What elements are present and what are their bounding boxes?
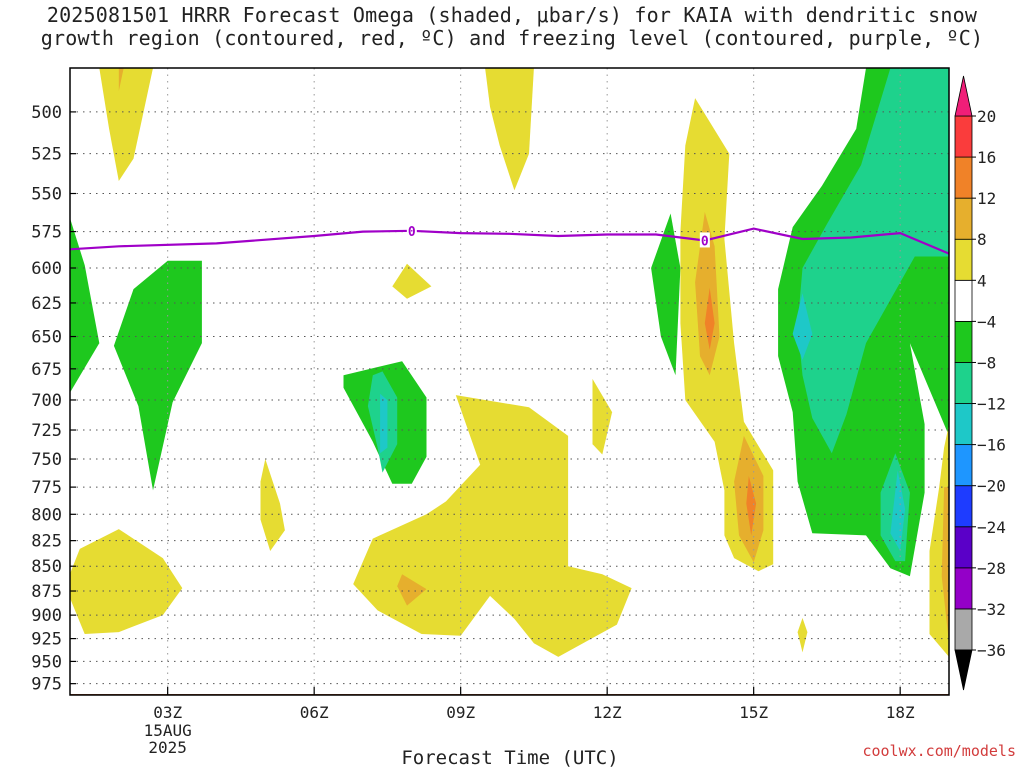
colorbar-label: −32 <box>977 600 1006 619</box>
y-tick-label: 875 <box>31 582 62 602</box>
colorbar-box--16 <box>954 403 973 446</box>
grid-lines <box>70 68 949 695</box>
omega-region-1 <box>118 68 124 92</box>
colorbar-label: −36 <box>977 641 1006 660</box>
omega-region-10 <box>485 68 534 191</box>
freezing-label-bg-1 <box>699 232 710 248</box>
y-axis: 500 525 550 575 600 625 650 675 700 725 750 775 800 8… <box>31 103 76 695</box>
y-tick-label: 775 <box>31 478 62 498</box>
y-tick-label: 825 <box>31 532 62 552</box>
y-tick-label: 675 <box>31 360 62 380</box>
colorbar-box--20 <box>954 444 973 487</box>
colorbar-box--28 <box>954 526 973 569</box>
omega-region-17 <box>704 287 715 350</box>
x-tick-label: 18Z <box>886 703 915 722</box>
omega-region-3 <box>113 260 202 491</box>
colorbar-box--4 <box>954 279 973 322</box>
y-tick-label: 975 <box>31 675 62 695</box>
colorbar-box--36 <box>954 608 973 651</box>
colorbar-label: −20 <box>977 477 1006 496</box>
omega-region-16 <box>695 212 720 376</box>
omega-region-25 <box>929 424 949 657</box>
y-tick-label: 625 <box>31 294 62 314</box>
x-tick-label: 03Z <box>153 703 182 722</box>
colorbar-under-triangle <box>954 649 973 691</box>
y-tick-label: 750 <box>31 450 62 470</box>
y-tick-label: 950 <box>31 652 62 672</box>
y-tick-label: 925 <box>31 630 62 650</box>
colorbar-box-16 <box>954 115 973 158</box>
y-tick-label: 525 <box>31 145 62 165</box>
colorbar-box--24 <box>954 485 973 528</box>
colorbar-box--8 <box>954 320 973 363</box>
y-tick-label: 700 <box>31 391 62 411</box>
freezing-level-line <box>69 227 950 255</box>
freezing-level-label: 0 <box>408 225 416 240</box>
colorbar-box-12 <box>954 156 973 199</box>
x-tick-date-label: 2025 <box>148 738 187 757</box>
x-tick-label: 15Z <box>739 703 768 722</box>
colorbar-label: −8 <box>977 353 996 372</box>
x-tick-label: 09Z <box>446 703 475 722</box>
omega-region-8 <box>380 393 388 454</box>
colorbar-label: 16 <box>977 148 996 167</box>
omega-region-5 <box>260 459 285 551</box>
colorbar-box-8 <box>954 197 973 240</box>
freezing-label-bg-0 <box>406 222 417 238</box>
colorbar-label: −16 <box>977 436 1006 455</box>
omega-region-22 <box>792 293 813 360</box>
omega-region-12 <box>397 574 427 606</box>
colorbar: −36 −32 −28 −24 −20 −16 −12 −8 −4 4 8 12 16 20 <box>954 75 1006 691</box>
colorbar-label: −12 <box>977 395 1006 414</box>
colorbar-label: −24 <box>977 518 1006 537</box>
colorbar-label: −4 <box>977 312 996 331</box>
x-tick-label: 06Z <box>300 703 329 722</box>
y-tick-label: 575 <box>31 223 62 243</box>
omega-region-2 <box>70 218 100 393</box>
y-tick-label: 600 <box>31 259 62 279</box>
y-tick-label: 800 <box>31 505 62 525</box>
freezing-level-label: 0 <box>701 234 709 249</box>
x-axis-label: Forecast Time (UTC) <box>401 747 618 768</box>
colorbar-box--12 <box>954 362 973 404</box>
colorbar-box-4 <box>954 238 973 281</box>
omega-region-13 <box>592 378 613 455</box>
colorbar-box--32 <box>954 567 973 610</box>
omega-region-0 <box>99 68 153 181</box>
colorbar-label: 8 <box>977 230 987 249</box>
colorbar-label: 20 <box>977 107 996 126</box>
plot-frame <box>69 67 950 696</box>
chart-title: 2025081501 HRRR Forecast Omega (shaded, … <box>0 4 1024 50</box>
y-tick-label: 550 <box>31 185 62 205</box>
colorbar-over-triangle <box>954 75 973 117</box>
omega-region-4 <box>70 529 183 634</box>
omega-shading <box>70 68 949 657</box>
title-line-1: 2025081501 HRRR Forecast Omega (shaded, … <box>46 3 978 27</box>
omega-region-26 <box>941 487 949 644</box>
omega-region-14 <box>651 213 681 376</box>
omega-region-19 <box>746 476 757 536</box>
x-tick-date-label: 15AUG <box>144 721 192 740</box>
omega-region-24 <box>890 470 906 551</box>
colorbar-label: −28 <box>977 559 1006 578</box>
colorbar-label: 4 <box>977 271 987 290</box>
freezing-level-contour: 00 <box>69 222 950 255</box>
credit-text: coolwx.com/models <box>862 742 1016 760</box>
y-tick-label: 850 <box>31 557 62 577</box>
y-tick-label: 725 <box>31 421 62 441</box>
y-tick-label: 650 <box>31 328 62 348</box>
y-tick-label: 900 <box>31 606 62 626</box>
omega-region-21 <box>797 68 949 454</box>
omega-region-9 <box>392 263 432 299</box>
y-tick-label: 500 <box>31 103 62 123</box>
title-line-2: growth region (contoured, red, ºC) and f… <box>40 26 984 50</box>
x-tick-label: 12Z <box>593 703 622 722</box>
omega-region-27 <box>797 618 808 653</box>
colorbar-label: 12 <box>977 189 996 208</box>
